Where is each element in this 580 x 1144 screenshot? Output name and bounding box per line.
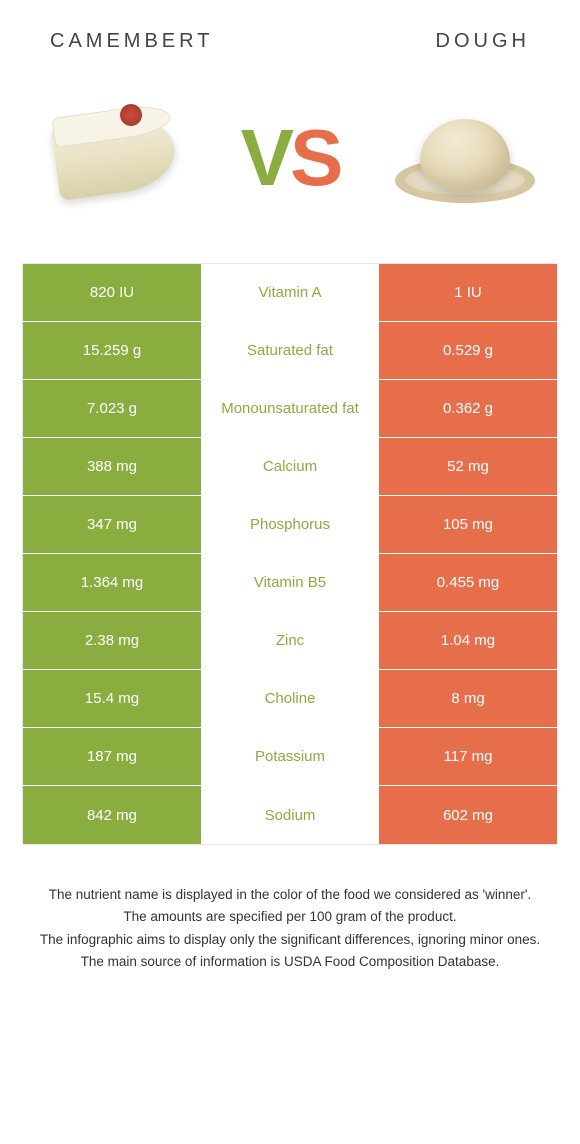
cell-right-value: 117 mg: [379, 728, 557, 785]
cell-left-value: 15.4 mg: [23, 670, 201, 727]
cell-right-value: 1 IU: [379, 264, 557, 321]
cell-nutrient-label: Phosphorus: [201, 496, 379, 553]
vs-label: VS: [241, 112, 340, 204]
cell-nutrient-label: Sodium: [201, 786, 379, 844]
table-row: 820 IUVitamin A1 IU: [23, 264, 557, 322]
cell-right-value: 602 mg: [379, 786, 557, 844]
cell-left-value: 842 mg: [23, 786, 201, 844]
table-row: 1.364 mgVitamin B50.455 mg: [23, 554, 557, 612]
cell-left-value: 1.364 mg: [23, 554, 201, 611]
header: CAMEMBERT DOUGH: [0, 0, 580, 63]
cell-left-value: 2.38 mg: [23, 612, 201, 669]
cell-right-value: 105 mg: [379, 496, 557, 553]
camembert-image: [40, 88, 190, 228]
title-left: CAMEMBERT: [50, 30, 213, 53]
vs-s: S: [290, 113, 339, 202]
cell-left-value: 388 mg: [23, 438, 201, 495]
table-row: 7.023 gMonounsaturated fat0.362 g: [23, 380, 557, 438]
cell-nutrient-label: Vitamin B5: [201, 554, 379, 611]
cell-nutrient-label: Choline: [201, 670, 379, 727]
cell-right-value: 0.529 g: [379, 322, 557, 379]
vs-v: V: [241, 113, 290, 202]
cell-left-value: 15.259 g: [23, 322, 201, 379]
cell-nutrient-label: Vitamin A: [201, 264, 379, 321]
footnote-line: The nutrient name is displayed in the co…: [30, 885, 550, 905]
cell-right-value: 1.04 mg: [379, 612, 557, 669]
dough-image: [390, 88, 540, 228]
table-row: 388 mgCalcium52 mg: [23, 438, 557, 496]
footnote-line: The main source of information is USDA F…: [30, 952, 550, 972]
table-row: 842 mgSodium602 mg: [23, 786, 557, 844]
cell-left-value: 7.023 g: [23, 380, 201, 437]
cell-left-value: 820 IU: [23, 264, 201, 321]
cell-nutrient-label: Potassium: [201, 728, 379, 785]
footnotes: The nutrient name is displayed in the co…: [0, 845, 580, 972]
table-row: 15.4 mgCholine8 mg: [23, 670, 557, 728]
table-row: 347 mgPhosphorus105 mg: [23, 496, 557, 554]
cell-nutrient-label: Monounsaturated fat: [201, 380, 379, 437]
cell-right-value: 8 mg: [379, 670, 557, 727]
cell-right-value: 0.362 g: [379, 380, 557, 437]
images-row: VS: [0, 63, 580, 263]
cell-left-value: 187 mg: [23, 728, 201, 785]
cell-nutrient-label: Zinc: [201, 612, 379, 669]
table-row: 187 mgPotassium117 mg: [23, 728, 557, 786]
footnote-line: The infographic aims to display only the…: [30, 930, 550, 950]
nutrient-table: 820 IUVitamin A1 IU15.259 gSaturated fat…: [22, 263, 558, 845]
cell-right-value: 0.455 mg: [379, 554, 557, 611]
cell-nutrient-label: Saturated fat: [201, 322, 379, 379]
footnote-line: The amounts are specified per 100 gram o…: [30, 907, 550, 927]
cell-left-value: 347 mg: [23, 496, 201, 553]
table-row: 15.259 gSaturated fat0.529 g: [23, 322, 557, 380]
table-row: 2.38 mgZinc1.04 mg: [23, 612, 557, 670]
title-right: DOUGH: [436, 30, 530, 53]
cell-nutrient-label: Calcium: [201, 438, 379, 495]
cell-right-value: 52 mg: [379, 438, 557, 495]
